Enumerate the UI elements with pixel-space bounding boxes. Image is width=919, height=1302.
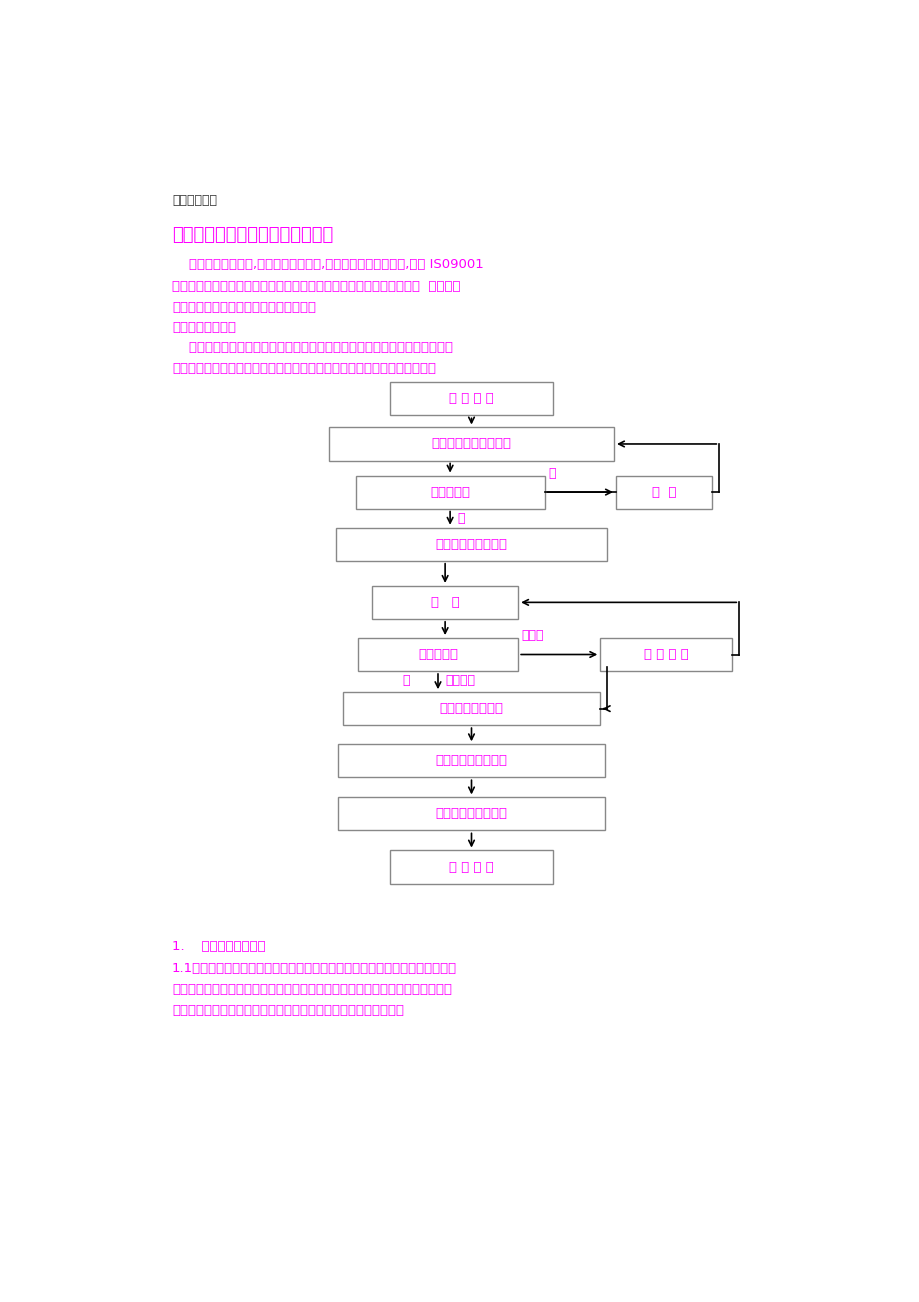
Bar xyxy=(389,850,553,884)
Bar xyxy=(615,475,711,509)
Text: 材料采购工作的重点，一要保证所采购的材料质量符合要求，二要保证所采: 材料采购工作的重点，一要保证所采购的材料质量符合要求，二要保证所采 xyxy=(172,341,452,354)
Text: 为了保证工程质量,我方对材料的采购,在贯彻甲方要求的同时,根据 IS09001: 为了保证工程质量,我方对材料的采购,在贯彻甲方要求的同时,根据 IS09001 xyxy=(172,259,483,272)
Text: 否: 否 xyxy=(548,467,555,480)
Text: 以获得质量好、价格低的材料资源，从而确保工程质量，降低工程造价。这是企: 以获得质量好、价格低的材料资源，从而确保工程质量，降低工程造价。这是企 xyxy=(172,983,451,996)
Bar xyxy=(335,527,607,561)
Text: 1.    材料供应管理制度: 1. 材料供应管理制度 xyxy=(172,940,266,953)
Bar xyxy=(343,693,599,725)
Text: 修  订: 修 订 xyxy=(651,486,675,499)
Text: 不合格: 不合格 xyxy=(521,629,544,642)
Text: 1.1掌握材料信息，优选供货厂家，掌握材料质量、价格、供货能力的信息。可: 1.1掌握材料信息，优选供货厂家，掌握材料质量、价格、供货能力的信息。可 xyxy=(172,962,457,975)
Text: 登录合格供应商名录: 登录合格供应商名录 xyxy=(435,807,507,820)
Text: 购的材料价格合理，要做到这样二点，必须严格执行如下采购工作的流程。: 购的材料价格合理，要做到这样二点，必须严格执行如下采购工作的流程。 xyxy=(172,362,436,375)
Text: 是: 是 xyxy=(402,674,409,687)
Text: 采购物资验证的方式: 采购物资验证的方式 xyxy=(435,754,507,767)
Text: 合同的审核与签订: 合同的审核与签订 xyxy=(439,702,503,715)
Bar xyxy=(371,586,517,618)
Bar xyxy=(356,475,544,509)
Text: 材料采购工作流程: 材料采购工作流程 xyxy=(172,320,236,333)
Bar xyxy=(389,383,553,415)
Text: 供应商的选择与推荐: 供应商的选择与推荐 xyxy=(435,538,507,551)
Text: 程 序 开 始: 程 序 开 始 xyxy=(448,392,494,405)
Bar xyxy=(599,638,732,671)
Bar xyxy=(337,797,605,831)
Bar xyxy=(337,745,605,777)
Text: （修改）: （修改） xyxy=(445,674,474,687)
Text: 云南省禄丰县: 云南省禄丰县 xyxy=(172,194,217,207)
Text: 选   择: 选 择 xyxy=(430,596,459,609)
Text: 采购文件的制订与审核: 采购文件的制订与审核 xyxy=(431,437,511,450)
Text: 发包方审定: 发包方审定 xyxy=(417,648,458,661)
Text: 重 新 选 择: 重 新 选 择 xyxy=(643,648,687,661)
Text: 业获得良好社会效益、经济效益，提高市场竞争能力的重要因素。: 业获得良好社会效益、经济效益，提高市场竞争能力的重要因素。 xyxy=(172,1004,403,1017)
Text: 材料进货渠道、材料质量保证措施: 材料进货渠道、材料质量保证措施 xyxy=(172,227,333,245)
Bar xyxy=(357,638,517,671)
Text: 质量体系及贯标要求，逐一对每一种工程材料供货厂家的材料质量、信  誉、供货: 质量体系及贯标要求，逐一对每一种工程材料供货厂家的材料质量、信 誉、供货 xyxy=(172,280,460,293)
Text: 能力进行评估，以确保采购材料的质量。: 能力进行评估，以确保采购材料的质量。 xyxy=(172,301,316,314)
Text: 程 序 结 束: 程 序 结 束 xyxy=(448,861,494,874)
Text: 是: 是 xyxy=(457,512,464,525)
Text: 审核通过否: 审核通过否 xyxy=(430,486,470,499)
Bar xyxy=(329,427,614,461)
